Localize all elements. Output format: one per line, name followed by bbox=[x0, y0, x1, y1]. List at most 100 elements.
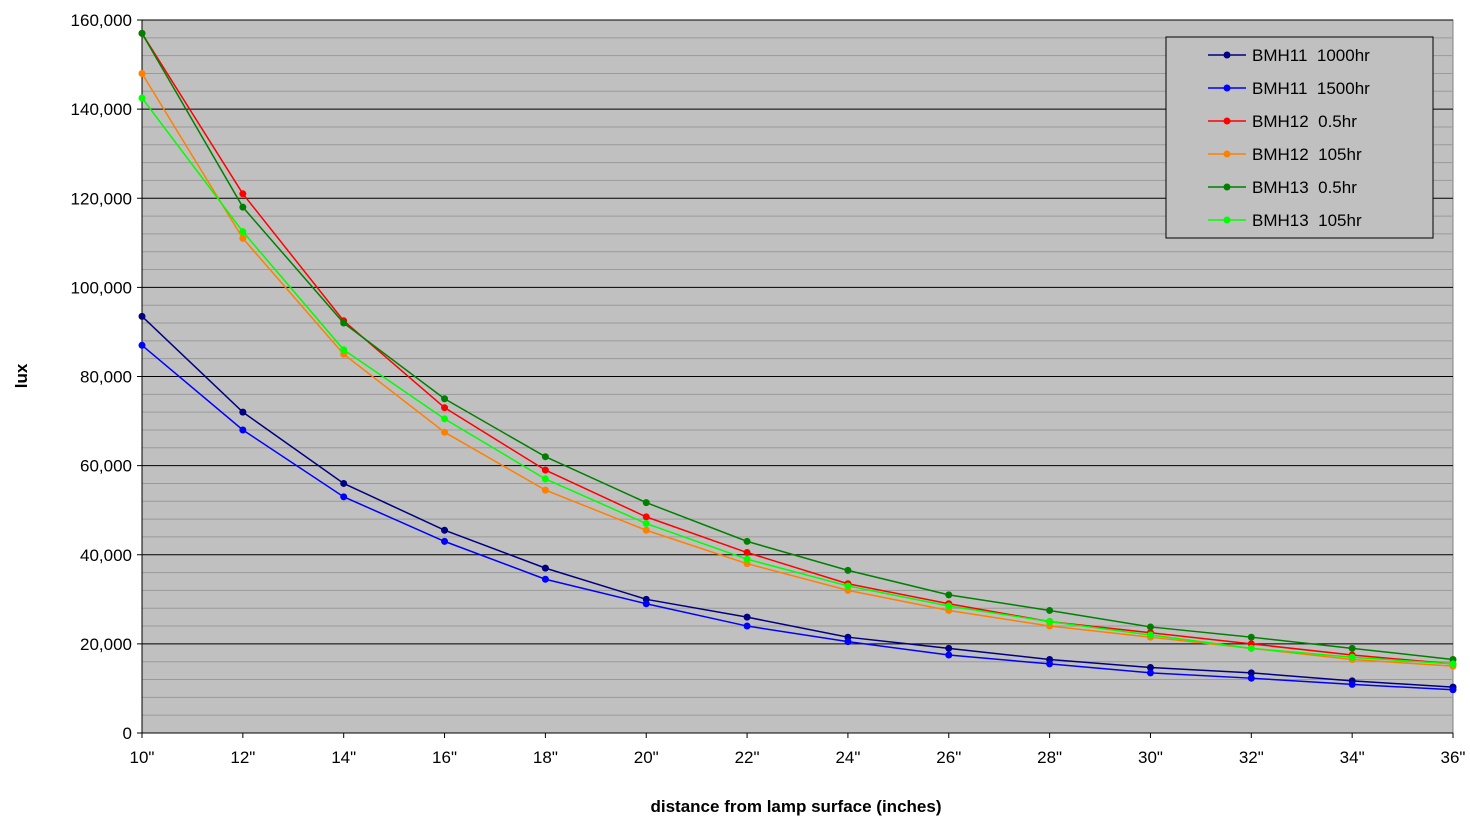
data-point bbox=[642, 600, 650, 608]
data-point bbox=[1247, 674, 1255, 682]
y-tick-label: 120,000 bbox=[71, 189, 132, 208]
data-point bbox=[340, 493, 348, 501]
x-tick-label: 12" bbox=[230, 748, 255, 767]
legend-box bbox=[1165, 36, 1434, 239]
data-point bbox=[945, 591, 953, 599]
data-point bbox=[743, 555, 751, 563]
legend-label: BMH11 1000hr bbox=[1252, 46, 1370, 65]
legend-marker bbox=[1223, 216, 1231, 224]
series-line bbox=[141, 344, 1454, 691]
y-axis-title: lux bbox=[12, 363, 31, 388]
series-group bbox=[138, 94, 1457, 668]
data-point bbox=[1348, 644, 1356, 652]
data-point bbox=[844, 566, 852, 574]
data-point bbox=[239, 228, 247, 236]
data-point bbox=[1046, 606, 1054, 614]
x-tick-label: 36" bbox=[1441, 748, 1466, 767]
data-point bbox=[441, 415, 449, 423]
series-lines bbox=[138, 29, 1457, 694]
data-point bbox=[441, 537, 449, 545]
data-point bbox=[1146, 669, 1154, 677]
data-point bbox=[541, 486, 549, 494]
x-tick-label: 20" bbox=[634, 748, 659, 767]
data-point bbox=[138, 312, 146, 320]
data-point bbox=[340, 346, 348, 354]
data-point bbox=[945, 644, 953, 652]
series-group bbox=[138, 29, 1457, 663]
data-point bbox=[945, 651, 953, 659]
y-tick-label: 100,000 bbox=[71, 278, 132, 297]
data-point bbox=[642, 526, 650, 534]
series-group bbox=[138, 341, 1457, 694]
x-tick-labels: 10" 12" 14" 16" 18" 20" 22" 24" 26" 28" 30" 32" 34" 3… bbox=[130, 733, 1466, 767]
data-point bbox=[138, 341, 146, 349]
legend-label: BMH12 0.5hr bbox=[1252, 112, 1357, 131]
legend-marker bbox=[1223, 51, 1231, 59]
y-tick-label: 140,000 bbox=[71, 100, 132, 119]
data-point bbox=[340, 479, 348, 487]
legend-marker bbox=[1223, 150, 1231, 158]
legend-label: BMH11 1500hr bbox=[1252, 79, 1370, 98]
data-point bbox=[945, 602, 953, 610]
data-point bbox=[1046, 618, 1054, 626]
data-point bbox=[642, 513, 650, 521]
y-tick-label: 0 bbox=[123, 724, 132, 743]
data-point bbox=[844, 638, 852, 646]
data-point bbox=[138, 94, 146, 102]
y-tick-label: 60,000 bbox=[80, 457, 132, 476]
data-point bbox=[743, 537, 751, 545]
series-line bbox=[141, 32, 1454, 661]
legend-label: BMH12 105hr bbox=[1252, 145, 1362, 164]
data-point bbox=[239, 190, 247, 198]
legend-marker bbox=[1223, 183, 1231, 191]
x-tick-label: 22" bbox=[735, 748, 760, 767]
data-point bbox=[1146, 663, 1154, 671]
data-point bbox=[239, 408, 247, 416]
x-tick-label: 34" bbox=[1340, 748, 1365, 767]
x-tick-label: 16" bbox=[432, 748, 457, 767]
data-point bbox=[1046, 660, 1054, 668]
y-tick-label: 160,000 bbox=[71, 11, 132, 30]
y-tick-labels: 0 20,000 40,000 60,000 80,000 100,000 120,000 1… bbox=[71, 11, 142, 743]
x-tick-label: 24" bbox=[835, 748, 860, 767]
data-point bbox=[441, 395, 449, 403]
data-point bbox=[1146, 631, 1154, 639]
data-point bbox=[239, 203, 247, 211]
legend-marker bbox=[1223, 84, 1231, 92]
series-line bbox=[141, 315, 1454, 688]
x-tick-label: 18" bbox=[533, 748, 558, 767]
data-point bbox=[1247, 633, 1255, 641]
x-tick-label: 10" bbox=[130, 748, 155, 767]
data-point bbox=[642, 499, 650, 507]
data-point bbox=[340, 319, 348, 327]
x-tick-label: 14" bbox=[331, 748, 356, 767]
legend-label: BMH13 0.5hr bbox=[1252, 178, 1357, 197]
data-point bbox=[541, 466, 549, 474]
legend-marker bbox=[1223, 117, 1231, 125]
data-point bbox=[642, 520, 650, 528]
data-point bbox=[441, 526, 449, 534]
x-tick-label: 30" bbox=[1138, 748, 1163, 767]
data-point bbox=[541, 475, 549, 483]
data-point bbox=[1449, 686, 1457, 694]
x-axis-title: distance from lamp surface (inches) bbox=[651, 797, 942, 816]
data-point bbox=[1247, 669, 1255, 677]
data-point bbox=[844, 582, 852, 590]
data-point bbox=[239, 426, 247, 434]
data-point bbox=[743, 622, 751, 630]
major-gridlines bbox=[142, 19, 1453, 645]
data-point bbox=[743, 549, 751, 557]
data-point bbox=[138, 29, 146, 37]
data-point bbox=[743, 613, 751, 621]
x-tick-label: 32" bbox=[1239, 748, 1264, 767]
data-point bbox=[541, 453, 549, 461]
x-tick-label: 28" bbox=[1037, 748, 1062, 767]
data-point bbox=[239, 234, 247, 242]
legend: BMH11 1000hr BMH11 1500hr BMH12 0.5hr BMH12… bbox=[1165, 36, 1434, 239]
data-point bbox=[138, 69, 146, 77]
legend-label: BMH13 105hr bbox=[1252, 211, 1362, 230]
data-point bbox=[441, 428, 449, 436]
y-tick-label: 80,000 bbox=[80, 368, 132, 387]
data-point bbox=[1247, 644, 1255, 652]
